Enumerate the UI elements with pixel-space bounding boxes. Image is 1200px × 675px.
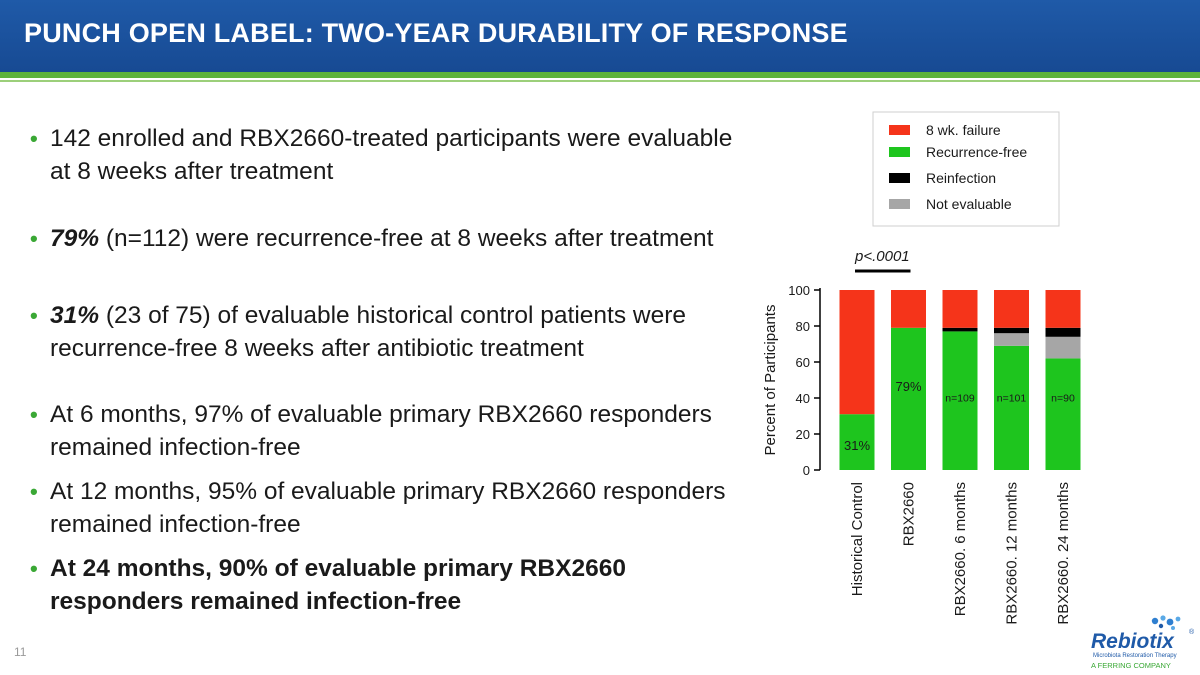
y-tick-label: 60 [796, 355, 810, 370]
bar-segment [839, 290, 875, 415]
bar-segment [994, 345, 1029, 470]
bullet-text: At 12 months, 95% of evaluable primary R… [50, 478, 726, 538]
bar-segment [1045, 358, 1081, 470]
bullet-item: • 31% (23 of 75) of evaluable historical… [30, 299, 750, 365]
bar-label: n=101 [997, 393, 1027, 405]
x-tick-label: RBX2660. 24 months [1055, 482, 1072, 625]
bullet-dot: • [30, 479, 38, 504]
y-tick-label: 20 [796, 427, 810, 442]
chart-legend: 8 wk. failure Recurrence-free Reinfection N… [872, 111, 1060, 227]
legend-swatch [889, 147, 910, 157]
bar-segment [994, 327, 1029, 334]
svg-text:®: ® [1189, 628, 1195, 636]
x-tick-label: RBX2660. 6 months [952, 482, 969, 616]
bar-label: n=109 [945, 393, 975, 405]
bar-label: 79% [895, 379, 921, 394]
bullet-dot: • [30, 303, 38, 328]
bullet-text: 142 enrolled and RBX2660-treated partici… [50, 125, 733, 185]
header-accent-line-thin [0, 80, 1200, 82]
bullet-dot: • [30, 556, 38, 581]
bar-segment [994, 333, 1029, 346]
x-tick-label: RBX2660. 12 months [1004, 482, 1021, 625]
bullet-dot: • [30, 226, 38, 251]
bullet-lead: 31% [50, 302, 100, 329]
header-accent-line [0, 72, 1200, 78]
bullet-item: • At 24 months, 90% of evaluable primary… [30, 552, 750, 618]
chart-bar-labels: 31% 79% n=109 n=101 n=90 [844, 379, 1075, 453]
bar-segment [1045, 290, 1081, 328]
legend-label: Recurrence-free [926, 144, 1027, 160]
bullet-text: At 6 months, 97% of evaluable primary RB… [50, 401, 712, 461]
bar-label: n=90 [1051, 393, 1075, 405]
bullet-lead: 79% [50, 225, 100, 252]
bar-segment [942, 327, 978, 332]
rebiotix-logo: Rebiotix ® Microbiota Restoration Therap… [1091, 615, 1195, 670]
bar-segment [942, 331, 978, 470]
y-axis-label: Percent of Participants [762, 305, 779, 456]
y-tick-label: 80 [796, 319, 810, 334]
bar-segment [891, 290, 926, 328]
stacked-bar-chart: 8 wk. failure Recurrence-free Reinfection N… [762, 111, 1081, 625]
slide-header: PUNCH OPEN LABEL: TWO-YEAR DURABILITY OF… [0, 0, 1200, 72]
p-value-label: p<.0001 [854, 248, 910, 265]
chart-annotation: p<.0001 [854, 248, 911, 273]
bullet-text: At 24 months, 90% of evaluable primary R… [50, 555, 626, 615]
bullet-item: • 79% (n=112) were recurrence-free at 8 … [30, 222, 750, 255]
legend-label: Reinfection [926, 170, 996, 186]
bar-segment [942, 290, 978, 328]
bullet-item: • At 6 months, 97% of evaluable primary … [30, 398, 750, 464]
bullet-text: (23 of 75) of evaluable historical contr… [50, 302, 687, 362]
x-tick-label: Historical Control [849, 482, 866, 596]
logo-company: A FERRING COMPANY [1091, 661, 1171, 670]
bullet-item: • 142 enrolled and RBX2660-treated parti… [30, 122, 750, 188]
y-tick-label: 100 [788, 283, 810, 298]
legend-label: Not evaluable [926, 196, 1012, 212]
chart-bars [839, 290, 1081, 470]
bullet-text: (n=112) were recurrence-free at 8 weeks … [99, 225, 714, 252]
slide-title: PUNCH OPEN LABEL: TWO-YEAR DURABILITY OF… [24, 18, 848, 48]
bar-label: 31% [844, 438, 870, 453]
bullet-item: • At 12 months, 95% of evaluable primary… [30, 475, 750, 541]
chart-x-tick-labels: Historical Control RBX2660 RBX2660. 6 mont… [849, 482, 1072, 625]
logo-tagline: Microbiota Restoration Therapy [1093, 653, 1177, 659]
bar-segment [1045, 336, 1081, 359]
x-tick-label: RBX2660 [901, 482, 918, 546]
bar-segment [839, 414, 875, 470]
legend-label: 8 wk. failure [926, 122, 1001, 138]
y-tick-label: 40 [796, 391, 810, 406]
bullet-dot: • [30, 126, 38, 151]
page-number: 11 [14, 645, 27, 659]
bar-segment [891, 327, 926, 470]
y-tick-label: 0 [803, 463, 810, 478]
chart-axes: 0 20 40 60 80 100 Percent of Participants [762, 283, 821, 478]
bar-segment [994, 290, 1029, 328]
bullet-dot: • [30, 402, 38, 427]
legend-swatch [889, 173, 910, 183]
logo-wordmark: Rebiotix [1091, 630, 1175, 653]
bar-segment [1045, 327, 1081, 337]
legend-swatch [889, 125, 910, 135]
legend-swatch [889, 199, 910, 209]
